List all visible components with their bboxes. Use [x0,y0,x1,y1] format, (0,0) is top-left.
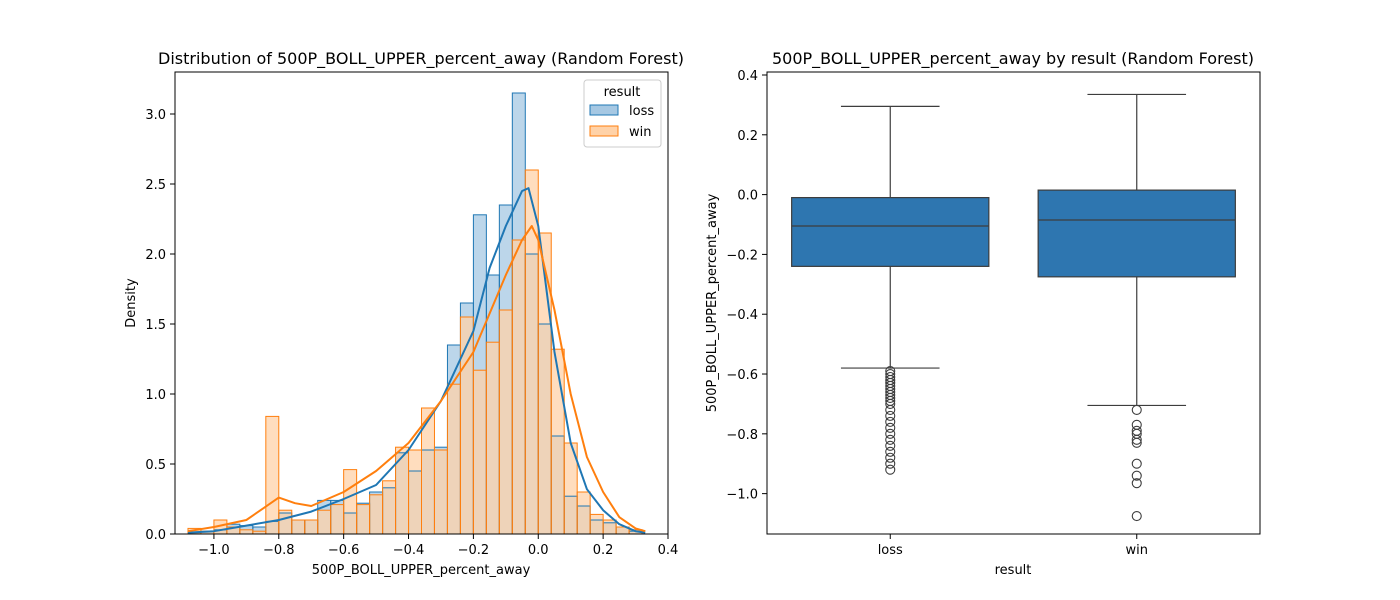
outlier-point-loss [885,446,896,457]
box-y-tick-label: 0.2 [737,129,758,144]
outlier-point-win [1131,404,1142,415]
box-y-tick-label: −0.2 [726,248,758,263]
hist-x-tick-label: −0.6 [328,543,360,558]
outlier-point-win [1131,470,1142,481]
histogram-y-ticks: 0.0 0.5 1.0 1.5 2.0 2.5 3.0 [145,108,175,543]
legend-label-win: win [629,125,651,140]
histogram-legend: result loss win [583,79,662,148]
hist-x-tick-label: 0.2 [593,543,614,558]
box-x-tick-label: win [1126,543,1148,558]
outlier-point-loss [885,440,896,451]
box-y-tick-label: 0.0 [737,189,758,204]
legend-swatch-win [589,125,619,137]
outlier-point-loss [885,458,896,469]
box-y-tick-label: 0.4 [737,69,758,84]
hist-x-tick-label: −1.0 [198,543,230,558]
hist-x-tick-label: −0.2 [458,543,490,558]
box-y-tick-label: −0.6 [726,368,758,383]
outlier-point-loss [885,398,896,409]
outlier-point-loss [885,428,896,439]
box-y-tick-label: −1.0 [726,488,758,503]
histogram-kde-curves [187,187,646,534]
outlier-point-win [1131,511,1142,522]
box-y-tick-label: −0.4 [726,308,758,323]
hist-y-tick-label: 0.0 [145,528,166,543]
outlier-point-loss [885,452,896,463]
boxplot-axes-frame [766,71,1261,535]
outlier-point-loss [885,434,896,445]
histogram-bars [187,92,643,535]
hist-y-tick-label: 1.5 [145,318,166,333]
outlier-point-win [1131,434,1142,445]
hist-x-tick-label: 0.0 [528,543,549,558]
histogram-title: Distribution of 500P_BOLL_UPPER_percent_… [158,49,684,69]
hist-y-tick-label: 3.0 [145,108,166,123]
histogram-x-axis-label: 500P_BOLL_UPPER_percent_away [312,563,531,578]
histogram-axes-frame [174,71,669,535]
outlier-point-loss [885,464,896,475]
outlier-point-win [1131,478,1142,489]
boxplot-boxes [791,93,1236,522]
hist-y-tick-label: 2.5 [145,178,166,193]
box-loss [791,196,990,267]
box-win [1037,189,1236,278]
hist-x-tick-label: −0.8 [263,543,295,558]
hist-y-tick-label: 2.0 [145,248,166,263]
boxplot-y-axis-label: 500P_BOLL_UPPER_percent_away [705,193,720,412]
box-x-tick-label: loss [878,543,903,558]
histogram-y-axis-label: Density [124,278,139,328]
histogram-x-ticks: −1.0 −0.8 −0.6 −0.4 −0.2 0.0 0.2 0.4 [198,534,678,558]
outlier-point-win [1131,437,1142,448]
legend-label-loss: loss [629,104,654,119]
hist-x-tick-label: 0.4 [658,543,679,558]
hist-x-tick-label: −0.4 [393,543,425,558]
legend-swatch-loss [589,104,619,116]
kde-line-win [187,225,646,533]
hist-area-win [187,170,643,534]
outlier-point-win [1131,458,1142,469]
outlier-point-loss [885,410,896,421]
boxplot-y-ticks: −1.0 −0.8 −0.6 −0.4 −0.2 0.0 0.2 0.4 [726,69,767,503]
outlier-point-loss [885,422,896,433]
boxplot-x-ticks: loss win [878,534,1148,558]
legend-title: result [604,85,641,100]
hist-y-tick-label: 1.0 [145,388,166,403]
boxplot-title: 500P_BOLL_UPPER_percent_away by result (… [772,49,1254,69]
outlier-point-loss [885,416,896,427]
outlier-point-loss [885,392,896,403]
hist-y-tick-label: 0.5 [145,458,166,473]
box-y-tick-label: −0.8 [726,428,758,443]
outlier-point-loss [885,404,896,415]
boxplot-x-axis-label: result [995,563,1032,578]
boxplot-panel: 500P_BOLL_UPPER_percent_away by result (… [705,49,1261,578]
histogram-panel: Distribution of 500P_BOLL_UPPER_percent_… [124,49,684,578]
kde-line-loss [187,187,646,534]
